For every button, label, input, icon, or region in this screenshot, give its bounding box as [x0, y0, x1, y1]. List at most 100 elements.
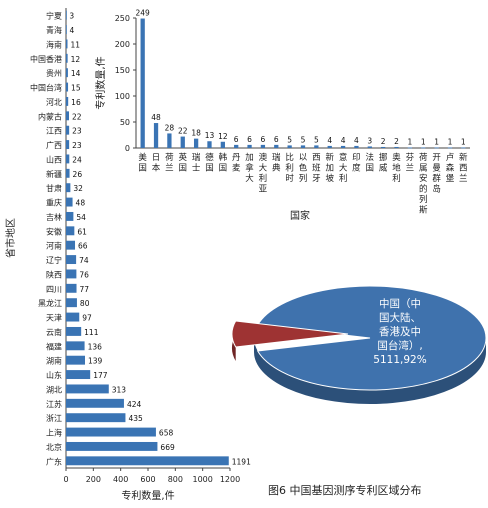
province-bar [66, 441, 158, 451]
province-data-label: 12 [71, 55, 81, 64]
province-tick-label: 湖南 [46, 356, 62, 366]
province-bar [66, 25, 67, 35]
province-tick-label: 新疆 [46, 169, 62, 179]
country-data-label: 1 [407, 137, 412, 146]
country-bar [340, 145, 346, 148]
province-data-label: 23 [72, 141, 82, 150]
province-x-tick-label: 200 [86, 475, 101, 484]
country-tick-label: 西班牙 [312, 153, 321, 184]
country-data-label: 4 [341, 136, 346, 145]
province-bar [66, 384, 109, 394]
province-bar [66, 53, 68, 63]
country-data-label: 4 [327, 136, 332, 145]
country-data-label: 22 [178, 127, 188, 136]
country-bar [247, 144, 252, 148]
country-data-label: 13 [205, 131, 215, 140]
country-bar [367, 146, 372, 148]
province-data-label: 435 [128, 414, 143, 423]
country-bar [314, 145, 319, 148]
province-bar [66, 370, 91, 380]
province-bar [66, 226, 75, 236]
province-data-label: 66 [78, 242, 88, 251]
country-bar [327, 145, 332, 148]
country-tick-label: 英国 [179, 152, 188, 174]
province-tick-label: 北京 [46, 442, 62, 452]
province-tick-label: 贵州 [46, 68, 62, 78]
province-bar [66, 96, 69, 106]
province-tick-label: 宁夏 [46, 11, 62, 21]
country-bar [167, 133, 172, 148]
country-bar [381, 146, 386, 148]
country-bar [287, 145, 292, 148]
province-data-label: 424 [127, 400, 142, 409]
country-y-tick-label: 0 [125, 144, 130, 153]
province-x-axis-title: 专利数量,件 [121, 489, 174, 502]
country-data-label: 1 [434, 137, 439, 146]
province-tick-label: 海南 [46, 39, 62, 49]
country-data-label: 6 [234, 135, 239, 144]
country-data-label: 1 [461, 137, 466, 146]
country-data-label: 48 [151, 113, 161, 122]
province-x-tick-label: 0 [63, 475, 68, 484]
province-bar [66, 68, 68, 78]
country-tick-label: 瑞典 [272, 152, 281, 174]
country-bar-chart: 050100150200250249美国48日本28荷兰22英国18瑞士13德国… [94, 9, 470, 222]
country-tick-label: 美国 [138, 152, 147, 174]
country-data-label: 249 [136, 9, 151, 18]
country-data-label: 12 [218, 132, 228, 141]
pie-label-main: 中国（中国大陆、香港及中国台湾）, 5111,92% [373, 297, 426, 366]
country-data-label: 5 [287, 135, 292, 144]
province-tick-label: 辽宁 [46, 255, 62, 265]
country-tick-label: 挪威 [379, 152, 388, 174]
province-tick-label: 安徽 [46, 226, 62, 236]
province-tick-label: 上海 [46, 428, 62, 438]
country-y-tick-label: 200 [115, 40, 130, 49]
province-bar [66, 269, 77, 279]
province-bar [66, 211, 74, 221]
province-data-label: 136 [88, 342, 103, 351]
province-data-label: 32 [73, 184, 83, 193]
province-x-tick-label: 1200 [220, 475, 240, 484]
pie-label-foreign: 外国,448, 8% [192, 322, 233, 347]
country-bar [260, 144, 266, 148]
country-tick-label: 荷属安的列斯 [419, 152, 428, 216]
country-tick-label: 比利时 [285, 152, 294, 184]
country-data-label: 6 [274, 135, 279, 144]
country-data-label: 2 [381, 137, 386, 146]
province-tick-label: 山东 [46, 370, 62, 380]
province-tick-label: 山西 [46, 154, 62, 164]
province-tick-label: 天津 [46, 313, 62, 323]
province-bar [66, 125, 70, 135]
country-data-label: 4 [354, 136, 359, 145]
country-bar [220, 141, 225, 148]
province-tick-label: 中国香港 [30, 54, 62, 64]
province-tick-label: 福建 [46, 341, 62, 351]
country-tick-label: 日本 [152, 153, 161, 174]
province-tick-label: 陕西 [46, 269, 62, 279]
province-data-label: 4 [70, 26, 75, 35]
province-tick-label: 中国台湾 [30, 83, 62, 93]
country-bar [394, 146, 399, 148]
country-data-label: 18 [191, 129, 201, 138]
province-bar-chart: 宁夏 3 青海 4 海南 11 中国香港 12 贵州 14 中国台湾 15 河北 16 内蒙古 22 江西 23 广… [4, 8, 251, 502]
country-data-label: 1 [421, 137, 426, 146]
country-bar [193, 138, 199, 148]
province-tick-label: 内蒙古 [38, 111, 62, 121]
figure-caption: 图6 中国基因测序专利区域分布 [268, 484, 422, 497]
province-tick-label: 浙江 [46, 413, 62, 423]
province-bar [66, 39, 68, 49]
pie-slice-main [256, 285, 487, 391]
province-tick-label: 河南 [46, 241, 62, 251]
province-bar [66, 398, 124, 408]
country-bar [447, 147, 453, 149]
country-tick-label: 芬兰 [406, 152, 415, 174]
country-tick-label: 法国 [366, 152, 375, 174]
region-pie-chart: 中国（中国大陆、香港及中国台湾）, 5111,92% 外国,448, 8% [192, 285, 487, 404]
province-data-label: 74 [79, 256, 89, 265]
country-tick-label: 新加坡 [325, 152, 334, 184]
pie-slice-foreign [231, 320, 349, 348]
country-bar [407, 147, 413, 149]
province-bar [66, 154, 70, 164]
province-bar [66, 111, 70, 121]
country-bar [300, 145, 306, 148]
